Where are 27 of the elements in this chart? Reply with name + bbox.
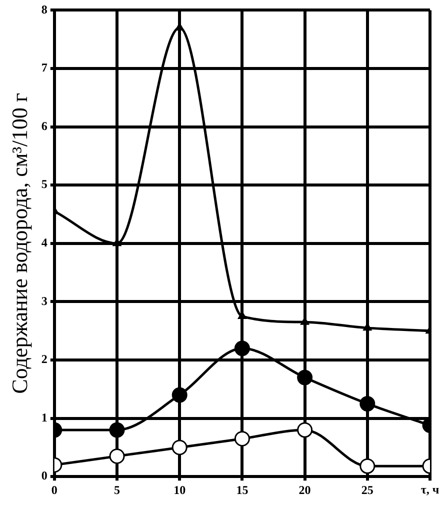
point — [297, 422, 313, 438]
y-tick-label: 8 — [41, 2, 48, 16]
point — [234, 340, 250, 356]
y-tick-label: 0 — [41, 468, 48, 483]
y-tick-label: 5 — [41, 177, 48, 192]
point — [360, 396, 376, 412]
point — [360, 458, 376, 474]
point — [172, 387, 188, 403]
x-tick-label: 0 — [51, 482, 58, 497]
x-tick-label: 20 — [298, 482, 311, 497]
y-tick-label: 6 — [41, 118, 48, 133]
point — [234, 430, 250, 446]
x-tick-label: 10 — [174, 482, 186, 497]
y-tick-label: 7 — [41, 60, 48, 75]
y-tick-label: 4 — [41, 235, 48, 250]
x-tick-label: 25 — [361, 482, 374, 497]
x-tick-label: 15 — [236, 482, 248, 497]
point — [109, 448, 125, 464]
point — [297, 370, 313, 386]
x-axis-title: τ, ч — [420, 482, 440, 497]
y-tick-label: 3 — [41, 294, 48, 308]
y-tick-label: 1 — [41, 410, 48, 424]
y-axis-title: Содержание водорода, см³/100 г — [6, 92, 32, 394]
point — [109, 422, 125, 438]
x-tick-label: 5 — [114, 482, 120, 497]
y-tick-label: 2 — [41, 352, 48, 366]
point — [172, 440, 188, 456]
